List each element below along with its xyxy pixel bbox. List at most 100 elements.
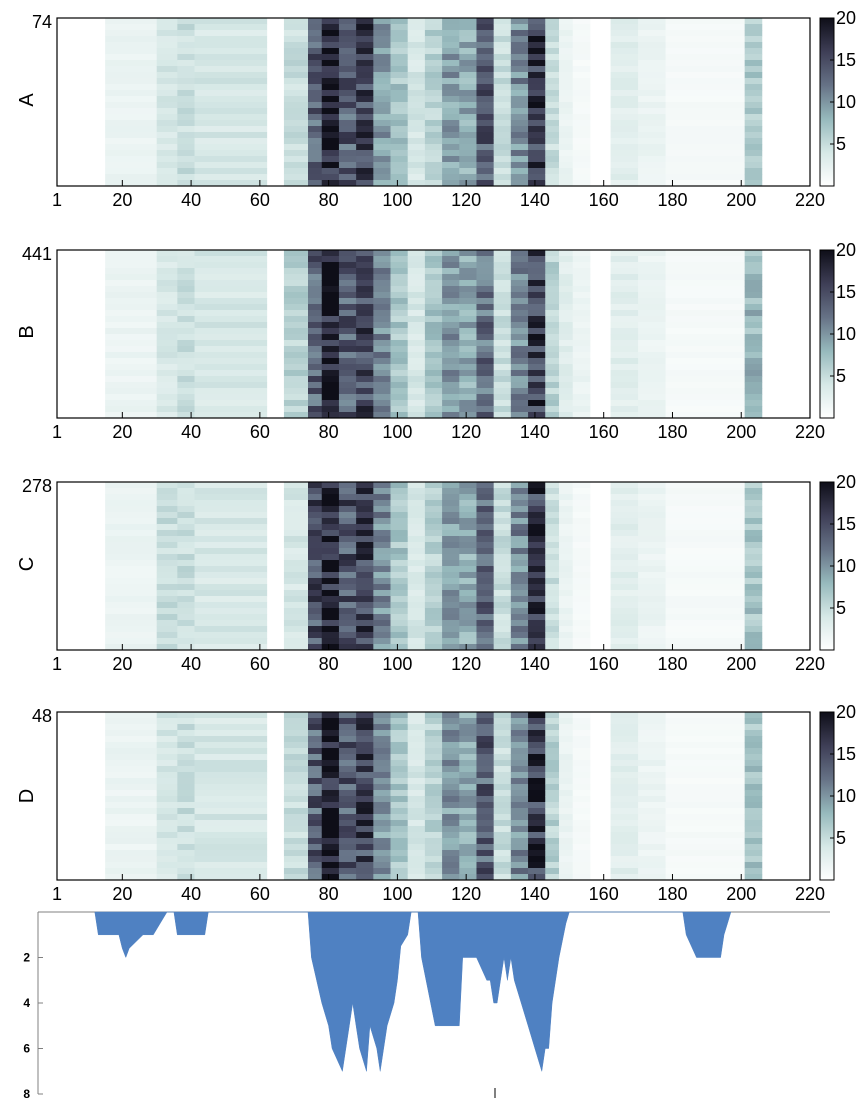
heatmap-cell <box>510 784 529 791</box>
heatmap-cell <box>356 850 374 857</box>
heatmap-cell <box>373 868 391 875</box>
heatmap-cell <box>177 874 195 881</box>
heatmap-cell <box>177 620 195 627</box>
heatmap-cell <box>572 766 591 773</box>
heatmap-cell <box>338 718 357 725</box>
heatmap-cell <box>373 838 391 845</box>
heatmap-cell <box>194 518 268 525</box>
heatmap-cell <box>373 24 391 31</box>
heatmap-cell <box>545 280 560 287</box>
heatmap-cell <box>545 754 560 761</box>
heatmap-cell <box>424 174 443 181</box>
heatmap-cell <box>105 500 158 507</box>
heatmap-cell <box>559 790 574 797</box>
heatmap-cell <box>528 292 546 299</box>
heatmap-cell <box>373 590 391 597</box>
heatmap-cell <box>476 506 495 513</box>
heatmap-cell <box>559 724 574 731</box>
heatmap-cell <box>177 66 195 73</box>
heatmap-cell <box>572 862 591 869</box>
heatmap-cell <box>390 334 409 341</box>
heatmap-cell <box>545 584 560 591</box>
heatmap-cell <box>528 560 546 567</box>
heatmap-cell <box>356 268 374 275</box>
heatmap-cell <box>356 262 374 269</box>
heatmap-cell <box>493 180 512 187</box>
heatmap-cell <box>283 24 309 31</box>
heatmap-cell <box>510 814 529 821</box>
heatmap-cell <box>442 874 460 881</box>
heatmap-cell <box>442 280 460 287</box>
heatmap-cell <box>638 298 666 305</box>
heatmap-cell <box>321 542 340 549</box>
x-tick-label: 60 <box>250 190 270 210</box>
heatmap-cell <box>105 832 158 839</box>
heatmap-cell <box>510 590 529 597</box>
heatmap-cell <box>610 150 639 157</box>
heatmap-cell <box>338 298 357 305</box>
heatmap-cell <box>356 30 374 37</box>
heatmap-cell <box>476 832 495 839</box>
heatmap-cell <box>373 578 391 585</box>
heatmap-cell <box>194 712 268 719</box>
heatmap-cell <box>390 844 409 851</box>
heatmap-cell <box>194 156 268 163</box>
heatmap-cell <box>638 760 666 767</box>
heatmap-cell <box>572 352 591 359</box>
heatmap-cell <box>610 874 639 881</box>
heatmap-cell <box>308 78 323 85</box>
heatmap-cell <box>177 394 195 401</box>
heatmap-cell <box>177 340 195 347</box>
heatmap-cell <box>177 760 195 767</box>
heatmap-cell <box>308 572 323 579</box>
heatmap-cell <box>459 126 477 133</box>
heatmap-cell <box>572 596 591 603</box>
heatmap-cell <box>156 572 178 579</box>
x-tick-label: 40 <box>181 190 201 210</box>
heatmap-cell <box>459 388 477 395</box>
heatmap-cell <box>356 542 374 549</box>
heatmap-cell <box>321 120 340 127</box>
heatmap-cell <box>665 358 746 365</box>
heatmap-cell <box>338 346 357 353</box>
heatmap-cell <box>493 500 512 507</box>
heatmap-cell <box>424 844 443 851</box>
heatmap-cell <box>572 874 591 881</box>
heatmap-cell <box>459 560 477 567</box>
heatmap-cell <box>177 256 195 263</box>
heatmap-cell <box>373 766 391 773</box>
heatmap-cell <box>390 626 409 633</box>
heatmap-cell <box>338 102 357 109</box>
heatmap-cell <box>545 524 560 531</box>
heatmap-cell <box>156 376 178 383</box>
heatmap-cell <box>321 868 340 875</box>
heatmap-cell <box>321 748 340 755</box>
heatmap-cell <box>665 48 746 55</box>
heatmap-cell <box>321 590 340 597</box>
heatmap-cell <box>424 108 443 115</box>
heatmap-cell <box>665 608 746 615</box>
heatmap-cell <box>283 162 309 169</box>
heatmap-cell <box>545 638 560 645</box>
heatmap-cell <box>177 162 195 169</box>
heatmap-cell <box>559 620 574 627</box>
heatmap-cell <box>442 772 460 779</box>
heatmap-cell <box>442 644 460 651</box>
heatmap-cell <box>665 180 746 187</box>
heatmap-cell <box>156 286 178 293</box>
heatmap-cell <box>356 826 374 833</box>
heatmap-cell <box>459 24 477 31</box>
heatmap-cell <box>510 802 529 809</box>
heatmap-cell <box>156 530 178 537</box>
heatmap-cell <box>321 718 340 725</box>
heatmap-cell <box>321 310 340 317</box>
heatmap-cell <box>744 328 763 335</box>
heatmap-cell <box>390 482 409 489</box>
heatmap-cell <box>194 638 268 645</box>
heatmap-cell <box>356 536 374 543</box>
heatmap-cell <box>610 808 639 815</box>
heatmap-cell <box>493 790 512 797</box>
heatmap-cell <box>156 48 178 55</box>
heatmap-cell <box>407 358 426 365</box>
heatmap-cell <box>308 578 323 585</box>
